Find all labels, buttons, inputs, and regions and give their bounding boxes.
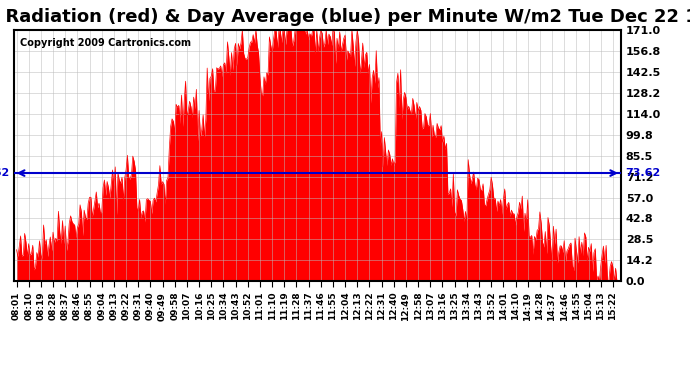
- Text: 73.62: 73.62: [0, 168, 10, 178]
- Text: Solar Radiation (red) & Day Average (blue) per Minute W/m2 Tue Dec 22 15:30: Solar Radiation (red) & Day Average (blu…: [0, 8, 690, 26]
- Text: 73.62: 73.62: [625, 168, 660, 178]
- Text: Copyright 2009 Cartronics.com: Copyright 2009 Cartronics.com: [20, 38, 191, 48]
